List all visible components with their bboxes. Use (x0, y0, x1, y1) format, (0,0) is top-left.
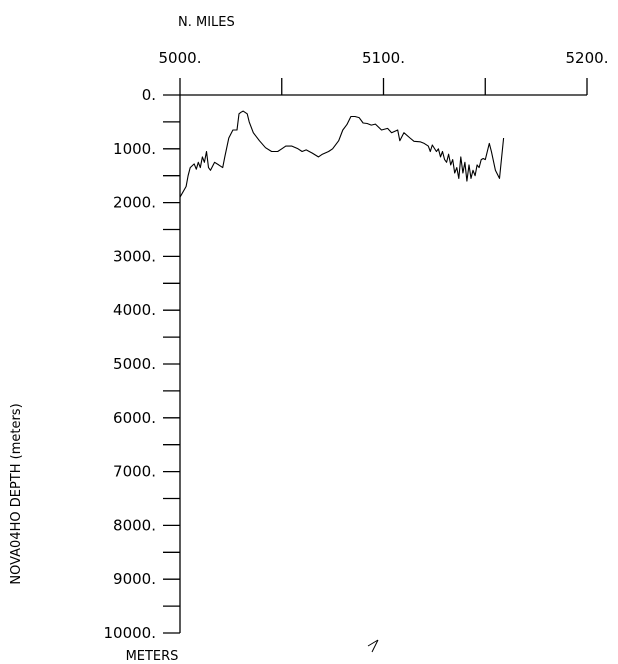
y-tick-label: 3000. (113, 247, 156, 265)
x-tick-label: 5000. (159, 49, 202, 67)
x-axis (179, 78, 588, 96)
y-tick-label: 2000. (113, 194, 156, 212)
stray-mark-glyph (367, 639, 379, 653)
y-tick-label: 6000. (113, 409, 156, 427)
y-tick-label: 0. (142, 86, 156, 104)
y-tick-label: 8000. (113, 516, 156, 534)
y-tick-label: 5000. (113, 355, 156, 373)
y-axis (163, 94, 181, 634)
y-tick-label: 7000. (113, 463, 156, 481)
x-tick-label: 5200. (566, 49, 609, 67)
y-axis-title: NOVA04HO DEPTH (meters) (9, 403, 24, 584)
x-tick-labels: 5000. 5100. 5200. (159, 49, 609, 67)
x-axis-title: N. MILES (178, 15, 235, 30)
y-unit-label: METERS (126, 649, 179, 664)
y-tick-label: 4000. (113, 301, 156, 319)
y-tick-labels: 0. 1000. 2000. 3000. 4000. 5000. 6000. 7000. 800… (104, 86, 157, 642)
y-tick-label: 1000. (113, 140, 156, 158)
y-tick-label: 10000. (104, 624, 157, 642)
series-group (179, 110, 505, 198)
depth-series-line (179, 110, 505, 198)
x-tick-label: 5100. (362, 49, 405, 67)
y-tick-label: 9000. (113, 570, 156, 588)
